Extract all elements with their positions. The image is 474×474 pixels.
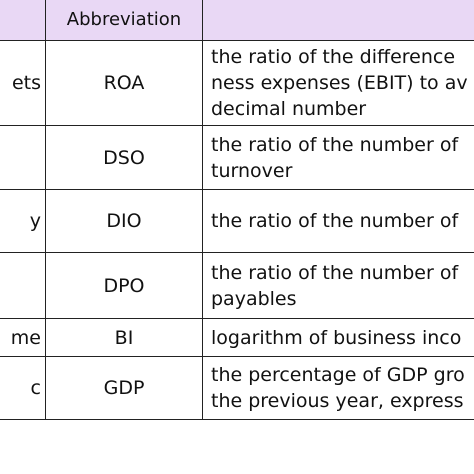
row-definition: the ratio of the difference ness expense… bbox=[202, 40, 474, 126]
table-row-bi: me BI logarithm of business inco bbox=[0, 318, 474, 357]
table-row-roa: ets ROA the ratio of the difference ness… bbox=[0, 40, 474, 126]
header-abbreviation: Abbreviation bbox=[45, 0, 203, 41]
header-definition bbox=[202, 0, 474, 41]
row-variable: c bbox=[0, 356, 46, 420]
definition-line: turnover bbox=[211, 159, 293, 182]
row-definition: the ratio of the number of payables bbox=[202, 252, 474, 319]
definition-line: the percentage of GDP gro bbox=[211, 364, 465, 386]
row-abbreviation: BI bbox=[45, 318, 203, 357]
row-variable: me bbox=[0, 318, 46, 357]
row-abbreviation: GDP bbox=[45, 356, 203, 420]
definition-line: the ratio of the number of bbox=[211, 133, 459, 156]
abbreviation-table: Abbreviation ets ROA the ratio of the di… bbox=[0, 0, 474, 420]
row-variable bbox=[0, 125, 46, 190]
table-row-dpo: DPO the ratio of the number of payables bbox=[0, 252, 474, 319]
definition-line: logarithm of business inco bbox=[211, 326, 462, 349]
row-variable: y bbox=[0, 189, 46, 253]
table-row-gdp: c GDP the percentage of GDP gro the prev… bbox=[0, 356, 474, 420]
row-variable bbox=[0, 252, 46, 319]
row-abbreviation: DSO bbox=[45, 125, 203, 190]
row-definition: logarithm of business inco bbox=[202, 318, 474, 357]
row-abbreviation: ROA bbox=[45, 40, 203, 126]
definition-line: the ratio of the number of bbox=[211, 210, 459, 232]
definition-line: ness expenses (EBIT) to av bbox=[211, 72, 468, 94]
definition-line: the previous year, express bbox=[211, 390, 464, 412]
definition-line: the ratio of the difference bbox=[211, 46, 456, 68]
row-definition: the ratio of the number of bbox=[202, 189, 474, 253]
definition-line: the ratio of the number of bbox=[211, 261, 459, 284]
definition-line: payables bbox=[211, 287, 297, 310]
header-row: Abbreviation bbox=[0, 0, 474, 41]
row-variable: ets bbox=[0, 40, 46, 126]
table-row-dso: DSO the ratio of the number of turnover bbox=[0, 125, 474, 190]
definition-line: decimal number bbox=[211, 98, 367, 120]
row-abbreviation: DIO bbox=[45, 189, 203, 253]
row-definition: the percentage of GDP gro the previous y… bbox=[202, 356, 474, 420]
table-row-dio: y DIO the ratio of the number of bbox=[0, 189, 474, 253]
header-variable bbox=[0, 0, 46, 41]
row-abbreviation: DPO bbox=[45, 252, 203, 319]
row-definition: the ratio of the number of turnover bbox=[202, 125, 474, 190]
